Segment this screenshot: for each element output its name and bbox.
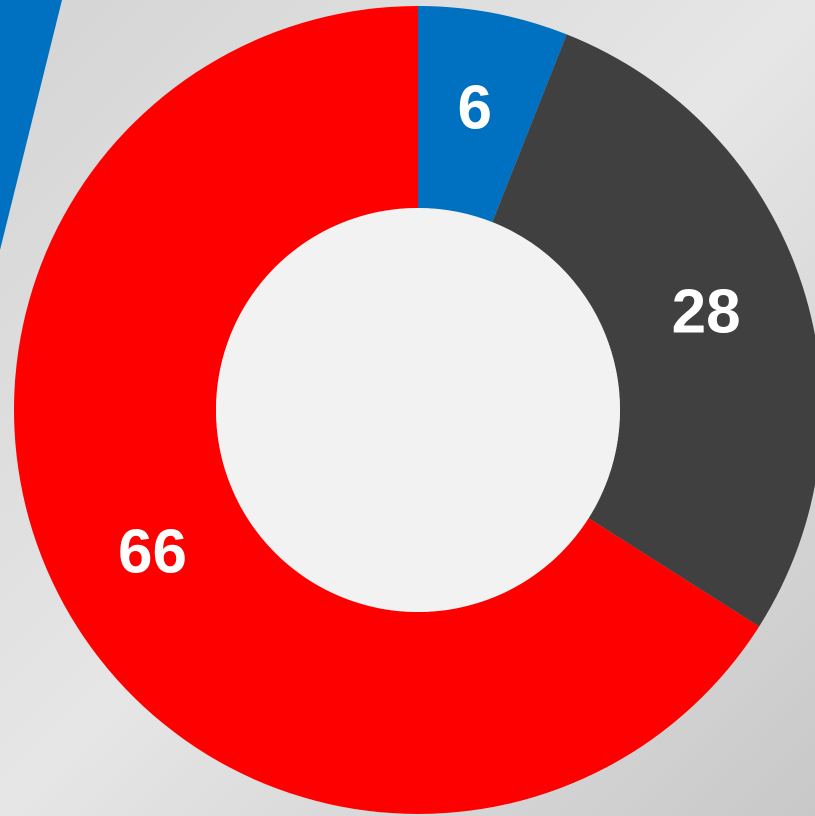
donut-slice xyxy=(492,34,815,627)
donut-slice xyxy=(418,6,567,223)
donut-hole xyxy=(216,208,620,612)
data-label: 28 xyxy=(672,278,741,347)
data-label: 6 xyxy=(458,74,492,143)
decoration xyxy=(0,0,62,250)
donut-slice xyxy=(13,6,760,815)
data-label: 66 xyxy=(118,517,187,586)
